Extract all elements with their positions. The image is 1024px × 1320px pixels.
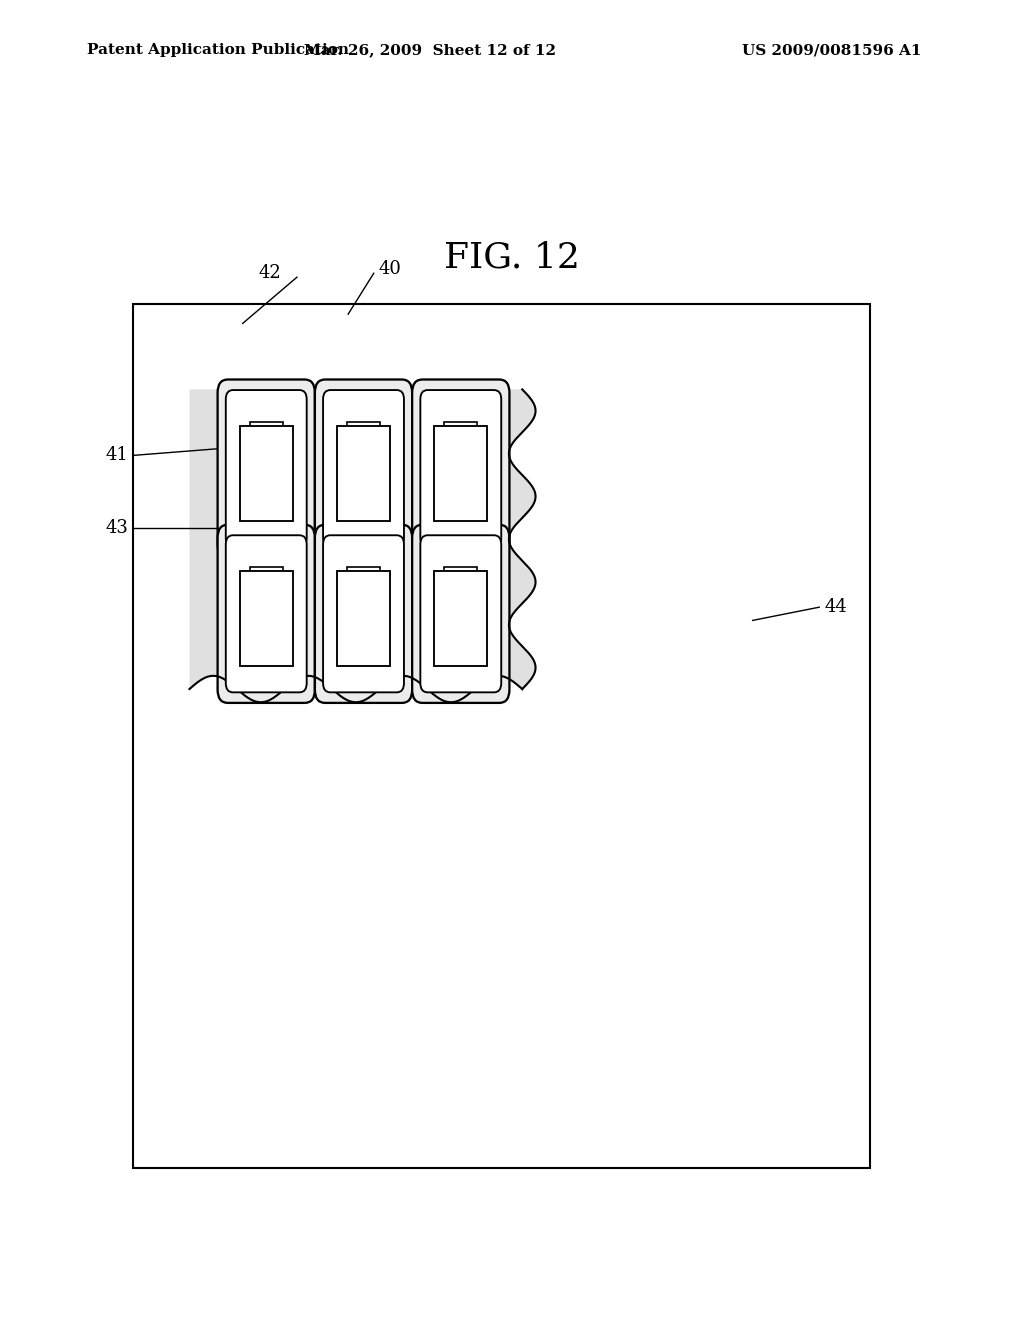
- Bar: [240, 425, 293, 520]
- Bar: [347, 568, 380, 591]
- FancyBboxPatch shape: [315, 380, 412, 557]
- Text: 43: 43: [105, 519, 128, 537]
- Bar: [444, 568, 477, 591]
- Bar: [434, 425, 487, 520]
- Text: FIG. 12: FIG. 12: [444, 240, 580, 275]
- Polygon shape: [189, 389, 536, 702]
- Bar: [250, 568, 283, 591]
- Text: 42: 42: [259, 264, 282, 282]
- Bar: [240, 570, 293, 665]
- FancyBboxPatch shape: [225, 536, 307, 692]
- Text: Mar. 26, 2009  Sheet 12 of 12: Mar. 26, 2009 Sheet 12 of 12: [304, 44, 556, 57]
- Bar: [434, 570, 487, 665]
- FancyBboxPatch shape: [217, 524, 315, 702]
- FancyBboxPatch shape: [412, 524, 510, 702]
- FancyBboxPatch shape: [324, 391, 403, 546]
- Text: 44: 44: [824, 598, 847, 616]
- Text: US 2009/0081596 A1: US 2009/0081596 A1: [742, 44, 922, 57]
- Bar: [337, 570, 390, 665]
- FancyBboxPatch shape: [324, 536, 403, 692]
- Text: 40: 40: [379, 260, 401, 279]
- Bar: [337, 425, 390, 520]
- Bar: [444, 422, 477, 446]
- FancyBboxPatch shape: [412, 380, 510, 557]
- FancyBboxPatch shape: [217, 380, 315, 557]
- FancyBboxPatch shape: [225, 391, 307, 546]
- Text: 41: 41: [105, 446, 128, 465]
- Bar: [250, 422, 283, 446]
- FancyBboxPatch shape: [315, 524, 412, 702]
- Bar: [347, 422, 380, 446]
- Text: Patent Application Publication: Patent Application Publication: [87, 44, 349, 57]
- Bar: [133, 304, 870, 1168]
- FancyBboxPatch shape: [421, 391, 502, 546]
- FancyBboxPatch shape: [421, 536, 502, 692]
